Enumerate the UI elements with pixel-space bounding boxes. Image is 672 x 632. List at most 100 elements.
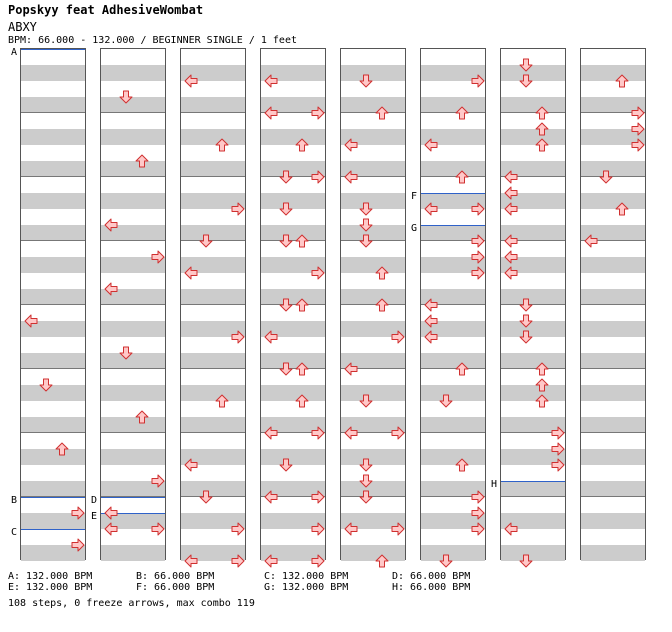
beat-band	[101, 545, 165, 561]
beat-band	[261, 449, 325, 465]
beat-band	[261, 385, 325, 401]
beat-band	[21, 417, 85, 433]
step-arrow-right	[311, 490, 325, 504]
beat-band	[501, 129, 565, 145]
step-arrow-left	[584, 234, 598, 248]
measure-line	[101, 304, 165, 305]
measure-line	[101, 368, 165, 369]
step-arrow-left	[184, 554, 198, 568]
measure-line	[421, 112, 485, 113]
step-arrow-right	[471, 490, 485, 504]
step-arrow-down	[359, 202, 373, 216]
step-arrow-left	[424, 138, 438, 152]
beat-band	[101, 129, 165, 145]
chart-column	[260, 48, 326, 568]
beat-band	[261, 161, 325, 177]
step-arrow-up	[455, 170, 469, 184]
step-arrow-up	[295, 298, 309, 312]
beat-band	[501, 321, 565, 337]
beat-band	[421, 129, 485, 145]
step-arrow-up	[535, 394, 549, 408]
step-arrow-left	[344, 426, 358, 440]
step-arrow-down	[519, 554, 533, 568]
beat-band	[501, 225, 565, 241]
measure-line	[181, 176, 245, 177]
step-arrow-right	[151, 522, 165, 536]
beat-band	[181, 97, 245, 113]
beat-band	[501, 257, 565, 273]
step-arrow-right	[231, 330, 245, 344]
measure-line	[501, 496, 565, 497]
bpm-change-line	[101, 497, 165, 498]
step-arrow-right	[311, 106, 325, 120]
step-summary: 108 steps, 0 freeze arrows, max combo 11…	[8, 598, 255, 609]
beat-band	[101, 321, 165, 337]
bpm-legend-item: A: 132.000 BPM	[8, 571, 93, 582]
beat-band	[101, 449, 165, 465]
step-arrow-left	[424, 330, 438, 344]
beat-band	[101, 417, 165, 433]
beat-band	[101, 257, 165, 273]
beat-band	[341, 225, 405, 241]
measure-line	[261, 304, 325, 305]
beat-band	[421, 225, 485, 241]
step-arrow-left	[344, 522, 358, 536]
song-subtitle: ABXY	[8, 20, 37, 34]
beat-band	[181, 225, 245, 241]
chart-column: H	[491, 48, 566, 568]
beat-band	[261, 129, 325, 145]
step-arrow-up	[375, 106, 389, 120]
step-arrow-left	[504, 202, 518, 216]
bpm-legend-item: B: 66.000 BPM	[136, 571, 215, 582]
beat-band	[501, 513, 565, 529]
beat-band	[341, 545, 405, 561]
step-arrow-right	[471, 506, 485, 520]
step-arrow-down	[279, 202, 293, 216]
beat-band	[501, 545, 565, 561]
step-arrow-up	[535, 362, 549, 376]
beat-band	[261, 545, 325, 561]
bpm-legend-item: D: 66.000 BPM	[392, 571, 471, 582]
beat-band	[21, 513, 85, 529]
beat-band	[341, 417, 405, 433]
beat-band	[21, 193, 85, 209]
beat-band	[101, 481, 165, 497]
bpm-change-line	[501, 481, 565, 482]
step-arrow-down	[519, 330, 533, 344]
bpm-legend-item: E: 132.000 BPM	[8, 582, 93, 593]
step-arrow-left	[504, 266, 518, 280]
step-arrow-right	[551, 426, 565, 440]
beat-band	[261, 289, 325, 305]
measure-line	[261, 496, 325, 497]
measure-line	[501, 368, 565, 369]
measure-line	[21, 240, 85, 241]
measure-line	[21, 112, 85, 113]
bpm-change-label: F	[411, 191, 418, 202]
beat-band	[581, 161, 645, 177]
step-arrow-right	[631, 138, 645, 152]
beat-band	[341, 193, 405, 209]
step-arrow-right	[391, 522, 405, 536]
beat-band	[181, 65, 245, 81]
beat-band	[581, 545, 645, 561]
beat-band	[341, 481, 405, 497]
beat-band	[501, 481, 565, 497]
step-arrow-down	[519, 74, 533, 88]
step-arrow-left	[504, 234, 518, 248]
beat-band	[421, 321, 485, 337]
measure-line	[501, 176, 565, 177]
step-arrow-down	[599, 170, 613, 184]
step-arrow-down	[519, 314, 533, 328]
step-arrow-up	[535, 106, 549, 120]
measure-line	[181, 368, 245, 369]
bpm-change-line	[421, 193, 485, 194]
step-arrow-up	[535, 138, 549, 152]
step-arrow-up	[375, 298, 389, 312]
bpm-change-line	[101, 513, 165, 514]
beat-band	[341, 513, 405, 529]
step-arrow-left	[264, 554, 278, 568]
step-arrow-left	[264, 426, 278, 440]
measure-line	[501, 240, 565, 241]
